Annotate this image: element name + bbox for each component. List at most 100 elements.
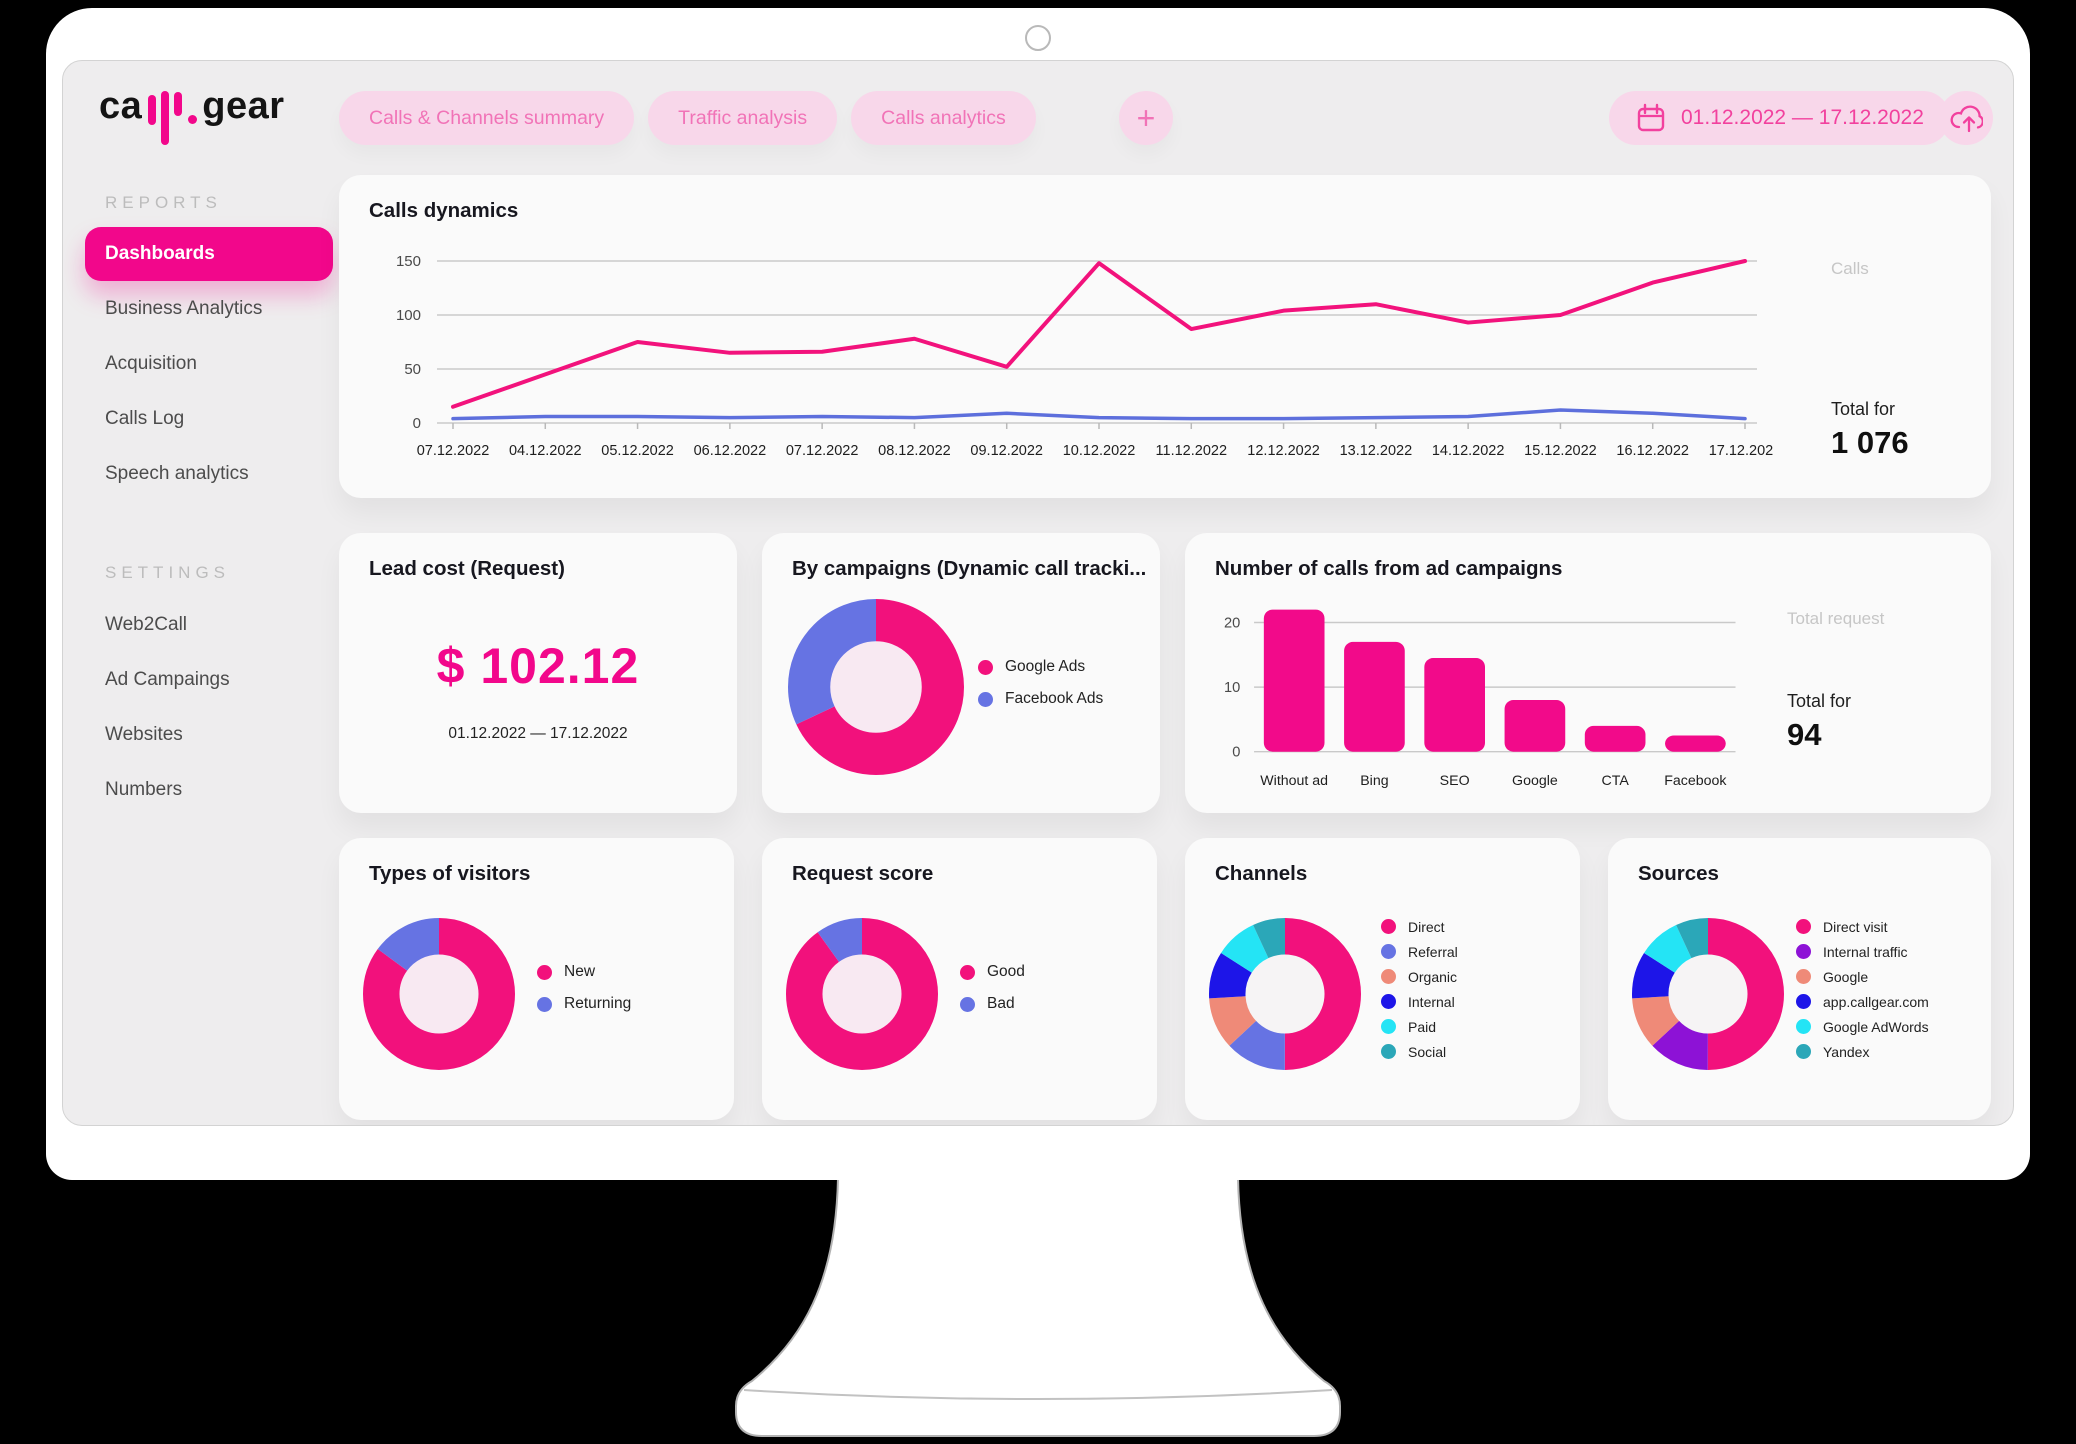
legend-dot (960, 964, 975, 980)
logo-bars-icon (148, 79, 198, 145)
pie-slice-app-callgear-com (1632, 918, 1784, 1070)
bar-without-ad (1263, 609, 1325, 752)
sidebar-item-dashboards[interactable]: Dashboards (85, 227, 333, 281)
svg-text:09.12.2022: 09.12.2022 (970, 443, 1043, 459)
legend-dot (978, 691, 993, 707)
card-title-ad-campaign-calls: Number of calls from ad campaigns (1215, 557, 1563, 580)
svg-text:08.12.2022: 08.12.2022 (878, 443, 951, 459)
legend-item-yandex: Yandex (1796, 1044, 1929, 1060)
pie-slice-returning (363, 918, 515, 1070)
legend-item-internal-traffic: Internal traffic (1796, 944, 1929, 960)
sidebar-item-acquisition[interactable]: Acquisition (105, 353, 197, 374)
tab-calls-channels-summary[interactable]: Calls & Channels summary (339, 91, 635, 145)
svg-text:50: 50 (404, 361, 421, 378)
series-label-calls: Calls (1831, 259, 1869, 278)
sidebar-item-websites[interactable]: Websites (105, 724, 183, 745)
webcam-icon (1025, 25, 1051, 51)
sidebar-item-ad-campaings[interactable]: Ad Campaings (105, 669, 230, 690)
legend-dot (1381, 1019, 1396, 1034)
types-of-visitors-legend: New Returning (537, 956, 631, 1020)
legend-item-google: Google (1796, 969, 1929, 985)
sidebar-item-business-analytics[interactable]: Business Analytics (105, 298, 263, 319)
legend-dot (1381, 944, 1396, 959)
sidebar-item-calls-log[interactable]: Calls Log (105, 408, 185, 429)
types-of-visitors-donut-chart (363, 918, 515, 1070)
stand-neck (735, 1178, 1341, 1437)
svg-text:Facebook: Facebook (1664, 773, 1727, 789)
svg-text:CTA: CTA (1602, 773, 1630, 789)
pie-slice-bad (786, 918, 938, 1070)
card-title-types-of-visitors: Types of visitors (369, 862, 531, 885)
export-button[interactable] (1939, 91, 1993, 145)
legend-label: Direct visit (1823, 918, 1888, 935)
card-channels: Channels Direct Referral Organic Internal Pa… (1185, 838, 1580, 1120)
sidebar-item-web2call[interactable]: Web2Call (105, 614, 188, 635)
add-tab-button[interactable]: + (1119, 91, 1173, 145)
dashboard-screen: ca gear Calls & Channels summary Traffic … (62, 60, 2014, 1126)
legend-item-google-ads: Google Ads (978, 658, 1103, 676)
donut-hole (1243, 952, 1327, 1036)
svg-text:11.12.2022: 11.12.2022 (1156, 443, 1228, 459)
legend-dot (1796, 919, 1811, 934)
card-by-campaigns: By campaigns (Dynamic call tracki... Goo… (762, 533, 1160, 813)
channels-donut-chart (1209, 918, 1361, 1070)
card-title-lead-cost: Lead cost (Request) (369, 557, 565, 580)
legend-dot (978, 659, 993, 675)
legend-label: Internal (1408, 993, 1455, 1010)
lead-cost-period: 01.12.2022 — 17.12.2022 (448, 725, 628, 742)
legend-dot (960, 996, 975, 1012)
legend-label: Direct (1408, 918, 1445, 935)
legend-label: Google (1823, 968, 1869, 985)
legend-label: Google Ads (1005, 658, 1086, 675)
legend-item-facebook-ads: Facebook Ads (978, 690, 1103, 708)
stand-base-edge (743, 1389, 1333, 1400)
sidebar-item-speech-analytics[interactable]: Speech analytics (105, 463, 249, 484)
total-for-label: Total for (1831, 399, 1896, 419)
legend-item-google-adwords: Google AdWords (1796, 1019, 1929, 1035)
logo-text-left: ca (99, 84, 143, 127)
svg-text:SEO: SEO (1440, 773, 1470, 789)
tab-calls-analytics[interactable]: Calls analytics (851, 91, 1036, 145)
svg-text:07.12.2022: 07.12.2022 (417, 443, 490, 459)
legend-dot (1796, 1019, 1811, 1034)
svg-text:06.12.2022: 06.12.2022 (694, 443, 767, 459)
svg-text:12.12.2022: 12.12.2022 (1247, 443, 1320, 459)
line-series-calls (451, 259, 1747, 409)
legend-item-social: Social (1381, 1044, 1458, 1060)
legend-label: New (564, 963, 596, 980)
card-ad-campaign-calls: Number of calls from ad campaigns 0 10 20 W… (1185, 533, 1991, 813)
svg-text:05.12.2022: 05.12.2022 (601, 443, 674, 459)
ad-campaign-calls-bar-chart: 0 10 20 Without ad Bing SEO Google CTA Facebook (1224, 609, 1736, 789)
donut-hole (1666, 952, 1750, 1036)
date-range-picker[interactable]: 01.12.2022 — 17.12.2022 (1609, 91, 1950, 145)
sidebar-item-numbers[interactable]: Numbers (105, 779, 183, 800)
legend-dot (1381, 969, 1396, 984)
card-calls-dynamics: Calls dynamics 0 50 100 150 07.12.2022 04.12.… (339, 175, 1991, 498)
monitor-stand (735, 1178, 1341, 1437)
svg-text:0: 0 (413, 415, 421, 432)
total-request-label: Total request (1787, 609, 1885, 628)
legend-item-referral: Referral (1381, 944, 1458, 960)
by-campaigns-legend: Google Ads Facebook Ads (978, 651, 1103, 715)
svg-text:13.12.2022: 13.12.2022 (1340, 443, 1413, 459)
svg-text:Bing: Bing (1360, 773, 1388, 789)
pie-slice-internal (1209, 918, 1361, 1070)
bar-bing (1344, 641, 1405, 752)
x-axis: 07.12.2022 04.12.2022 05.12.2022 06.12.2022… (417, 423, 1773, 459)
legend-item-returning: Returning (537, 995, 631, 1013)
svg-text:07.12.2022: 07.12.2022 (786, 443, 859, 459)
sidebar-section-title-reports: REPORTS (105, 193, 222, 212)
donut-hole (820, 952, 904, 1036)
svg-text:Without ad: Without ad (1260, 773, 1328, 789)
total-requests-value: 94 (1787, 717, 1822, 752)
pie-slice-facebook-ads (788, 599, 964, 775)
tab-traffic-analysis[interactable]: Traffic analysis (648, 91, 838, 145)
bar-cta (1584, 725, 1646, 752)
svg-text:100: 100 (396, 307, 421, 324)
card-title-channels: Channels (1215, 862, 1308, 885)
card-lead-cost: Lead cost (Request) $ 102.12 01.12.2022 … (339, 533, 737, 813)
sources-donut-chart (1632, 918, 1784, 1070)
svg-text:0: 0 (1232, 745, 1240, 761)
svg-text:15.12.2022: 15.12.2022 (1524, 443, 1597, 459)
